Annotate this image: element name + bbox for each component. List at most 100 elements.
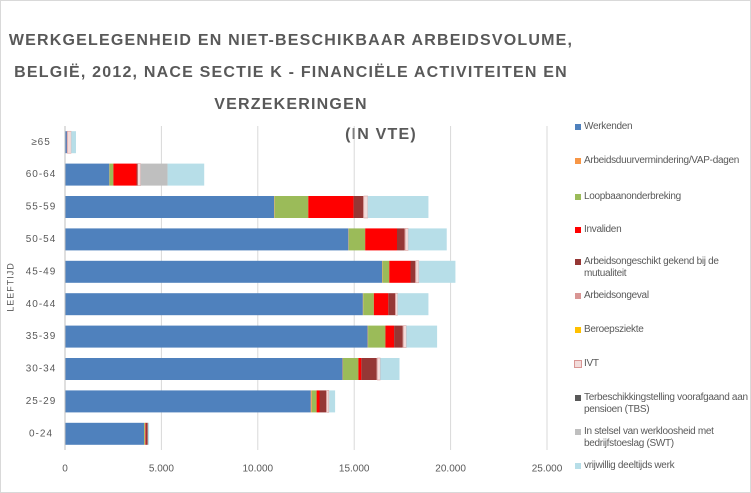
bar-segment	[67, 130, 72, 154]
legend-swatch	[575, 293, 581, 299]
bar-segment	[389, 260, 411, 283]
legend-item: Arbeidsduurvermindering/VAP-dagen	[575, 155, 750, 167]
y-tick-label: 55-59	[26, 202, 57, 213]
bar-segment	[395, 292, 398, 316]
bar-segment	[377, 357, 381, 381]
legend-swatch	[575, 259, 581, 265]
legend-label: Loopbaanonderbreking	[584, 191, 681, 202]
x-tick-label: 5.000	[149, 464, 174, 475]
bar-segment	[376, 358, 378, 380]
bar-segment	[65, 196, 275, 218]
bar-segment	[326, 390, 327, 413]
y-tick-label: 40-44	[26, 299, 57, 310]
bar-segment	[382, 260, 390, 283]
bar-segment	[71, 131, 76, 154]
bar-segment	[394, 325, 403, 348]
bar-segment	[415, 260, 420, 284]
bar-segment	[65, 163, 110, 186]
legend-label: Werkenden	[584, 121, 633, 132]
y-tick-label: 50-54	[26, 234, 57, 245]
bar-segment	[363, 196, 364, 218]
legend-label: IVT	[584, 358, 599, 369]
bar-segment	[404, 228, 406, 251]
bar-segment	[144, 422, 146, 445]
y-tick-label: 25-29	[26, 396, 57, 407]
bar-segment	[137, 163, 141, 186]
bar-segment	[65, 390, 311, 413]
legend-label: Arbeidsongeschikt gekend bij de mutualit…	[584, 256, 719, 279]
legend-label: Arbeidsongeval	[584, 290, 649, 301]
bar-segment	[65, 422, 145, 445]
chart-title: (IN VTE)	[345, 126, 417, 143]
y-tick-label: 45-49	[26, 266, 57, 277]
legend-label: Beroepsziekte	[584, 324, 644, 335]
chart-title: WERKGELEGENHEID EN NIET-BESCHIKBAAR ARBE…	[9, 32, 573, 49]
bar-segment	[361, 358, 377, 380]
bar-segment	[403, 325, 407, 348]
y-tick-label: 60-64	[26, 169, 57, 180]
bar-segment	[408, 228, 447, 251]
bar-segment	[380, 358, 400, 380]
legend-swatch	[574, 360, 582, 368]
legend-swatch	[575, 395, 581, 401]
bar-segment	[65, 131, 67, 154]
bar-segment	[308, 196, 354, 218]
bar-segment	[274, 196, 309, 218]
x-tick-label: 10.000	[243, 464, 274, 475]
legend-item: Terbeschikkingstelling voorafgaand aan p…	[575, 392, 750, 416]
bar-segment	[353, 196, 364, 218]
bar-segment	[167, 163, 205, 186]
bar-segment	[319, 390, 327, 413]
y-axis-label: LEEFTIJD	[5, 262, 15, 312]
x-tick-label: 0	[62, 464, 68, 475]
bar-segment	[365, 228, 398, 251]
chart-title: BELGIË, 2012, NACE SECTIE K - FINANCIËLE…	[14, 63, 568, 81]
bar-segment	[397, 293, 429, 316]
x-tick-label: 15.000	[339, 464, 370, 475]
legend-swatch	[575, 124, 581, 130]
legend-item: Arbeidsongeval	[575, 290, 750, 302]
bar-segment	[65, 260, 383, 283]
bar-segment	[326, 390, 330, 413]
legend-item: In stelsel van werkloosheid met bedrijfs…	[575, 426, 750, 450]
legend-swatch	[575, 194, 581, 200]
bar-segment	[402, 325, 404, 348]
legend-swatch	[575, 327, 581, 333]
bar-segment	[363, 293, 374, 316]
bar-segment	[373, 293, 389, 316]
bar-segment	[388, 293, 396, 316]
bar-segment	[368, 325, 386, 348]
bar-segment	[363, 195, 368, 219]
legend-label: vrijwillig deeltijds werk	[584, 460, 675, 471]
bar-segment	[65, 325, 368, 348]
legend-swatch	[575, 429, 581, 435]
x-tick-label: 20.000	[435, 464, 466, 475]
bar-segment	[145, 422, 148, 445]
legend-item: Loopbaanonderbreking	[575, 191, 750, 203]
bar-segment	[316, 390, 320, 413]
bar-segment	[65, 293, 363, 316]
legend-item: IVT	[574, 358, 750, 370]
bar-segment	[348, 228, 366, 251]
bar-segment	[395, 293, 396, 316]
legend-item: Beroepsziekte	[575, 324, 750, 336]
chart-title: VERZEKERINGEN	[214, 96, 367, 113]
bar-segment	[328, 390, 330, 413]
legend-item: Arbeidsongeschikt gekend bij de mutualit…	[575, 256, 750, 280]
bar-segment	[65, 228, 349, 251]
bar-segment	[397, 228, 405, 251]
legend-swatch	[575, 158, 581, 164]
bar-segment	[343, 358, 359, 380]
legend-item: Invaliden	[575, 224, 750, 236]
legend-label: Terbeschikkingstelling voorafgaand aan p…	[584, 392, 748, 415]
bar-segment	[418, 260, 456, 283]
legend-swatch	[575, 227, 581, 233]
bar-segment	[113, 163, 137, 186]
bar-segment	[367, 196, 429, 218]
bar-segment	[311, 390, 317, 413]
legend-swatch	[575, 463, 581, 469]
bar-segment	[145, 422, 146, 445]
bar-segment	[65, 358, 343, 380]
bar-segment	[415, 260, 416, 283]
